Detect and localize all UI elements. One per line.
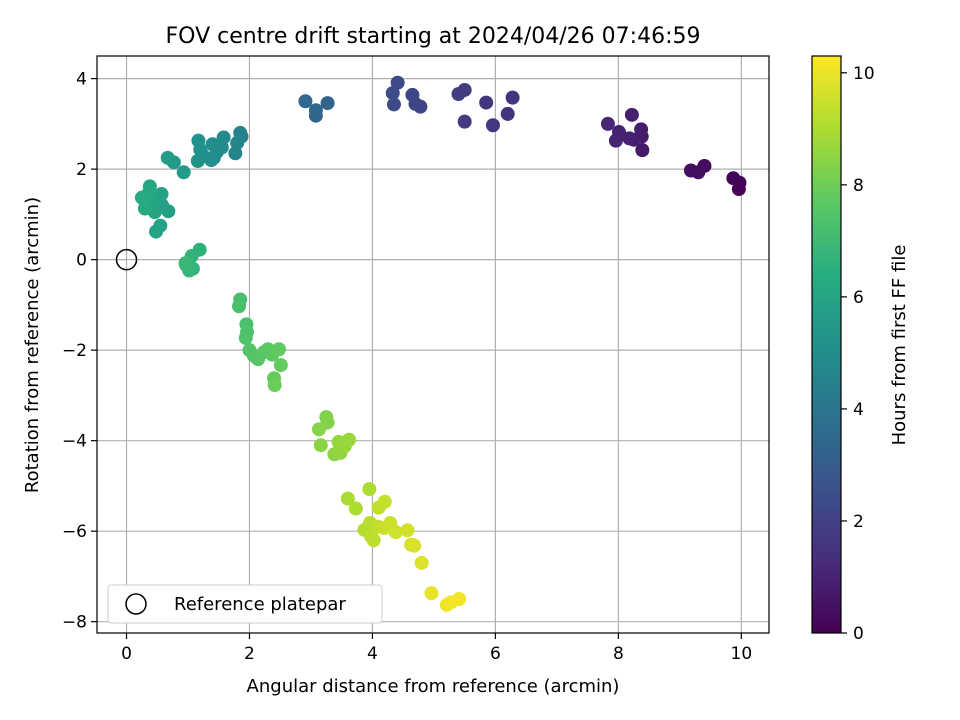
- data-point: [608, 133, 623, 148]
- y-axis-label: Rotation from reference (arcmin): [22, 197, 43, 493]
- data-point: [340, 491, 355, 506]
- colorbar-tick-label: 0: [853, 624, 864, 644]
- data-point: [635, 143, 650, 158]
- data-point: [313, 438, 328, 453]
- grid-lines: [97, 56, 769, 633]
- y-tick-label: 2: [76, 160, 87, 180]
- data-point: [232, 299, 247, 314]
- data-point: [134, 190, 149, 205]
- data-point: [320, 96, 335, 111]
- x-tick-label: 10: [731, 644, 753, 664]
- legend: Reference platepar: [107, 584, 383, 624]
- y-tick-label: 0: [76, 251, 87, 271]
- data-point: [624, 107, 639, 122]
- data-point: [238, 330, 253, 345]
- colorbar-tick-label: 2: [853, 512, 864, 532]
- data-point: [137, 201, 152, 216]
- colorbar: [811, 55, 842, 634]
- data-point: [308, 108, 323, 123]
- data-point: [390, 75, 405, 90]
- data-point: [230, 135, 245, 150]
- colorbar-tick-label: 4: [853, 400, 864, 420]
- data-point: [273, 358, 288, 373]
- data-point: [388, 525, 403, 540]
- colorbar-tick-label: 10: [853, 64, 875, 84]
- x-tick-label: 8: [613, 644, 624, 664]
- data-point: [271, 342, 286, 357]
- data-point: [362, 482, 377, 497]
- data-point: [190, 153, 205, 168]
- legend-marker: [125, 593, 147, 615]
- data-point: [385, 86, 400, 101]
- data-point: [298, 94, 313, 109]
- y-tick-label: −8: [62, 613, 87, 633]
- data-point: [311, 422, 326, 437]
- data-point: [342, 432, 357, 447]
- colorbar-ticks: 0 2 4 6 8 10: [841, 64, 875, 644]
- data-point: [622, 131, 637, 146]
- x-tick-label: 4: [367, 644, 378, 664]
- data-point: [160, 150, 175, 165]
- data-point: [485, 118, 500, 133]
- data-point: [424, 586, 439, 601]
- scatter-points: [134, 75, 747, 612]
- x-tick-label: 6: [490, 644, 501, 664]
- data-point: [366, 533, 381, 548]
- data-point: [634, 122, 649, 137]
- data-point: [500, 106, 515, 121]
- data-point: [457, 114, 472, 129]
- x-tick-label: 0: [121, 644, 132, 664]
- colorbar-tick-label: 8: [853, 176, 864, 196]
- data-point: [149, 224, 164, 239]
- reference-marker: [115, 248, 138, 271]
- data-point: [479, 95, 494, 110]
- y-tick-label: −4: [62, 432, 87, 452]
- x-tick-label: 2: [244, 644, 255, 664]
- legend-box: [107, 584, 383, 624]
- data-point: [176, 165, 191, 180]
- y-tick-label: −6: [62, 522, 87, 542]
- data-point: [683, 163, 698, 178]
- plot-frame: [96, 55, 770, 634]
- data-point: [267, 378, 282, 393]
- legend-label: Reference platepar: [174, 594, 346, 615]
- data-point: [154, 187, 169, 202]
- x-axis-ticks: 0 2 4 6 8 10: [121, 633, 752, 664]
- data-point: [452, 592, 467, 607]
- data-point: [600, 116, 615, 131]
- data-point: [228, 146, 243, 161]
- colorbar-tick-label: 6: [853, 288, 864, 308]
- data-point: [407, 538, 422, 553]
- data-point: [178, 256, 193, 271]
- data-point: [348, 501, 363, 516]
- colorbar-label: Hours from first FF file: [889, 245, 910, 446]
- data-point: [191, 133, 206, 148]
- data-point: [726, 171, 741, 186]
- data-point: [205, 137, 220, 152]
- data-point: [414, 555, 429, 570]
- chart-title: FOV centre drift starting at 2024/04/26 …: [166, 24, 701, 49]
- y-tick-label: 4: [76, 70, 87, 90]
- data-point: [405, 87, 420, 102]
- data-point: [451, 87, 466, 102]
- y-tick-label: −2: [62, 341, 87, 361]
- data-point: [386, 97, 401, 112]
- x-axis-label: Angular distance from reference (arcmin): [247, 676, 620, 697]
- data-point: [400, 523, 415, 538]
- data-point: [377, 494, 392, 509]
- data-point: [505, 90, 520, 105]
- y-axis-ticks: 4 2 0 −2 −4 −6 −8: [62, 70, 97, 633]
